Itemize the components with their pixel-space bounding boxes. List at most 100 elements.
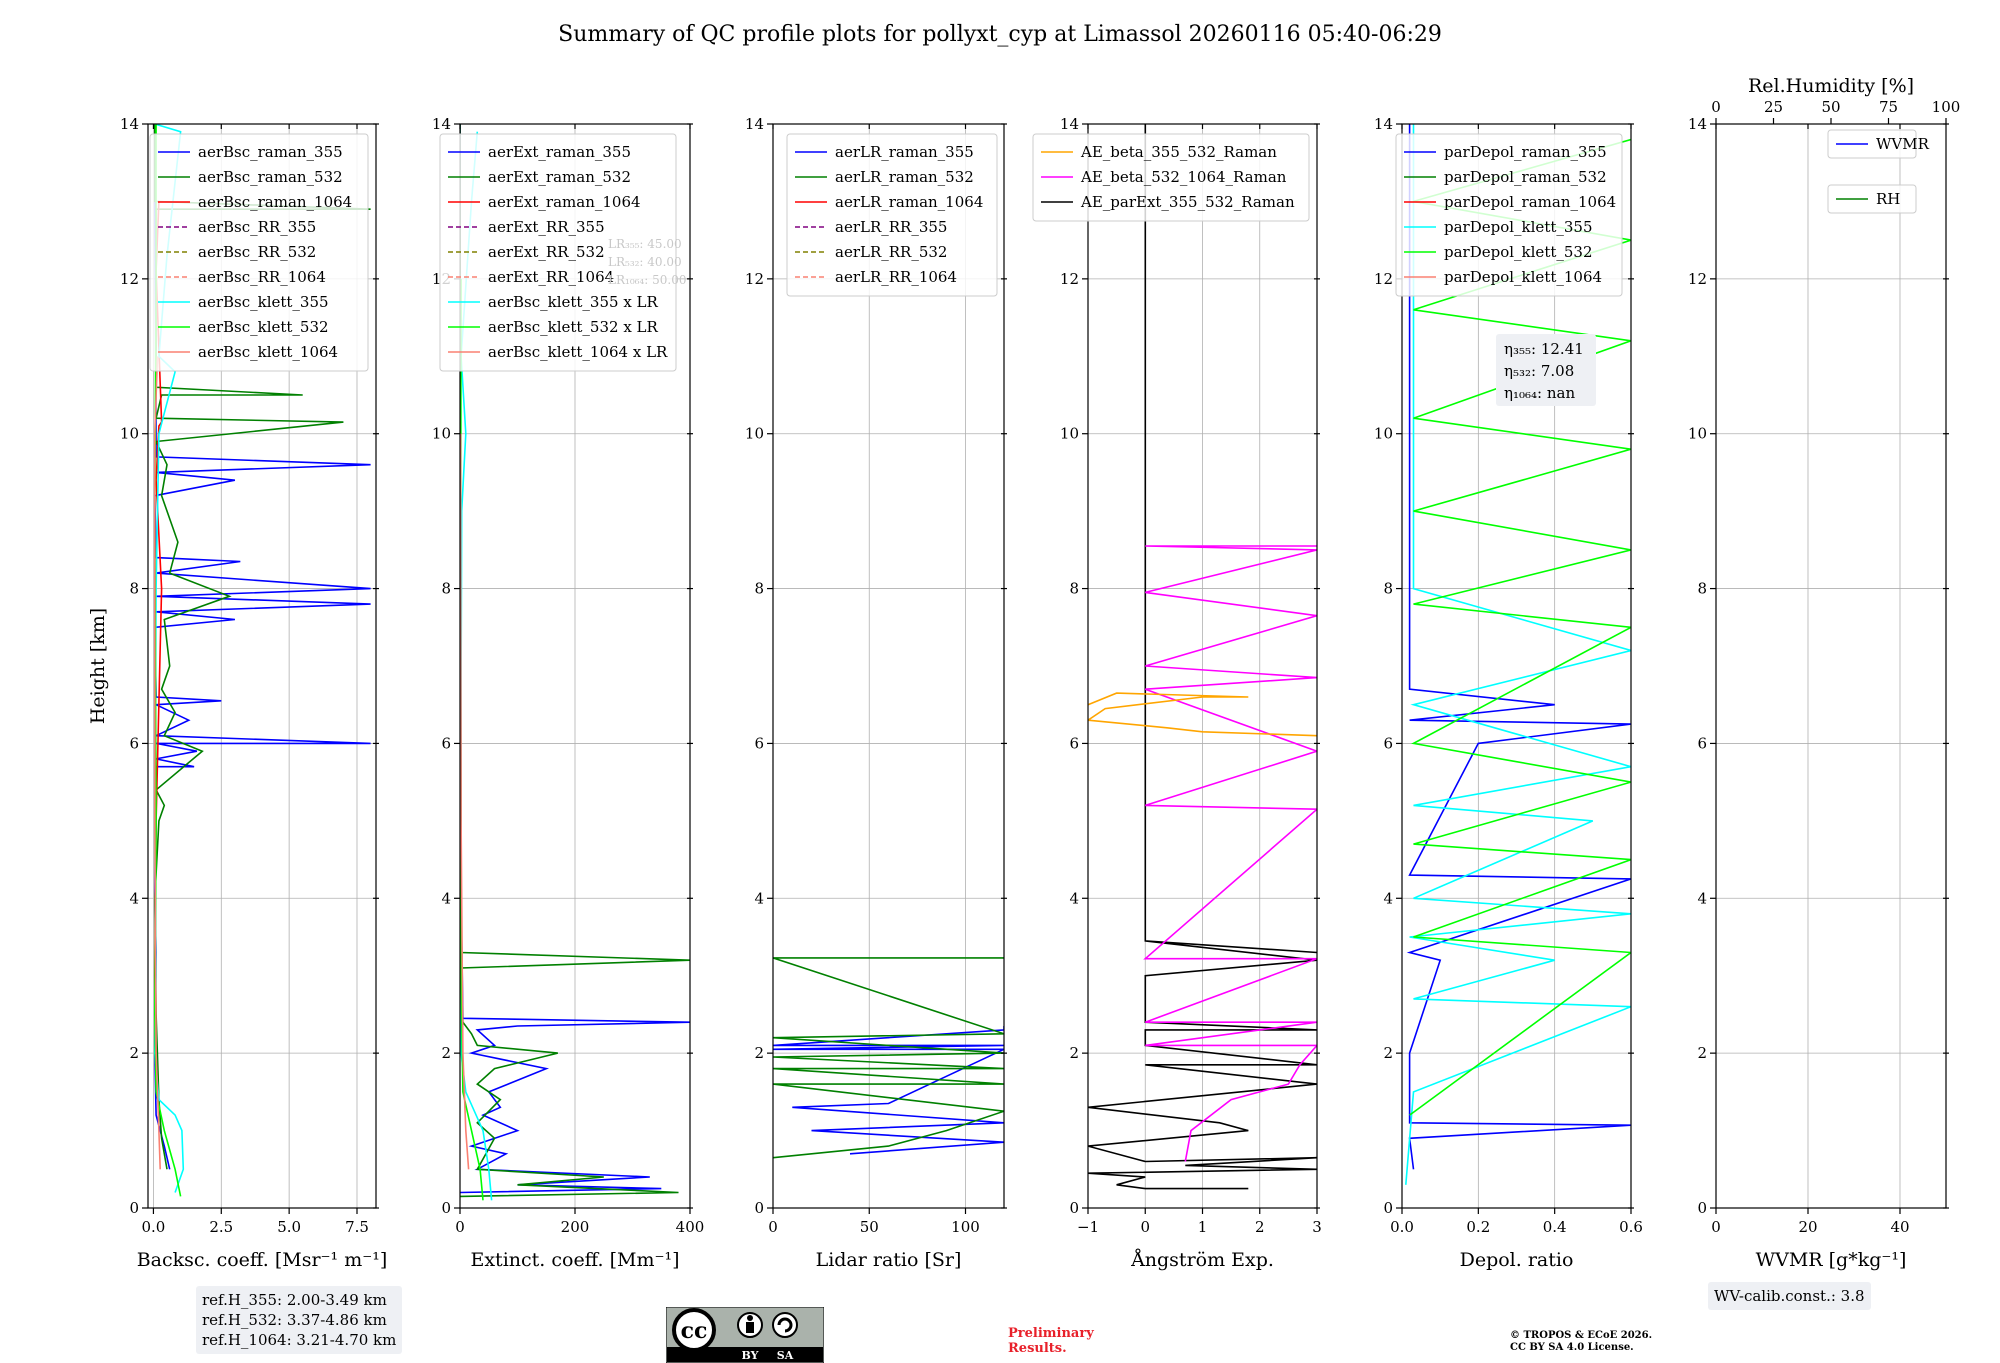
axes-frame [1715, 123, 1947, 1209]
cc-text: cc [681, 1318, 708, 1344]
x-tick-label: 400 [676, 1218, 705, 1236]
legend-frame [1032, 133, 1310, 222]
legend-label: parDepol_klett_1064 [1444, 268, 1602, 286]
y-tick-label: 0 [1069, 1199, 1079, 1217]
refh-1064: ref.H_1064: 3.21-4.70 km [202, 1331, 397, 1349]
series-aerBsc_raman_532 [153, 124, 371, 1170]
preliminary-results-note: Preliminary Results. [1008, 1326, 1094, 1356]
copyright-line-2: CC BY SA 4.0 License. [1510, 1342, 1634, 1353]
legend-label: aerBsc_RR_1064 [198, 268, 326, 286]
series-aerLR_raman_532 [773, 957, 1004, 1159]
y-tick-label: 0 [441, 1199, 451, 1217]
y-tick-label: 2 [441, 1044, 451, 1062]
legend-label: aerBsc_RR_355 [198, 218, 316, 236]
legend-frame [1395, 133, 1623, 297]
legend-label: parDepol_raman_355 [1444, 143, 1607, 161]
legend-depolarization: parDepol_raman_355 parDepol_raman_532 parD… [1395, 133, 1623, 297]
legend-label: aerExt_RR_532 [488, 243, 605, 261]
legend-label: aerBsc_klett_355 [198, 293, 329, 311]
series-AE_beta_355_532_Raman [1088, 692, 1317, 737]
y-tick-label: 8 [1383, 580, 1393, 598]
x-tick-label: 0 [1711, 1218, 1721, 1236]
y-tick-label: 6 [754, 734, 764, 752]
legend-label: WVMR [1876, 135, 1930, 153]
series-aerExt_raman_355 [460, 124, 690, 1194]
lr-annotation: LR₅₃₂: 40.00 [608, 255, 682, 269]
series-parDepol_klett_355 [1405, 124, 1631, 1185]
legend-label: aerExt_raman_1064 [488, 193, 641, 211]
legend-label: parDepol_raman_532 [1444, 168, 1607, 186]
legend-angstrom: AE_beta_355_532_Raman AE_beta_532_1064_Ra… [1032, 133, 1310, 222]
eta-annotation: η₅₃₂: 7.08 [1504, 362, 1574, 380]
x2-tick-label: 50 [1821, 98, 1840, 116]
panel-water-vapor: 0 20 40 0 2 4 6 8 10 12 14 WVMR [g*kg⁻¹] 0 25 50 75 100 R… [1688, 75, 1960, 1271]
y-tick-label: 6 [1383, 734, 1393, 752]
y-tick-label: 10 [1374, 425, 1393, 443]
x-tick-label: 20 [1798, 1218, 1817, 1236]
legend-label: aerBsc_raman_532 [198, 168, 343, 186]
x-axis-label: Extinct. coeff. [Mm⁻¹] [470, 1249, 679, 1271]
y-tick-label: 14 [432, 115, 451, 133]
y-tick-label: 0 [1697, 1199, 1707, 1217]
y-tick-label: 2 [129, 1044, 139, 1062]
panel-backscatter: 0.0 2.5 5.0 7.5 0 2 4 6 8 10 12 14 Backsc. coeff. [M… [87, 115, 387, 1271]
x-tick-label: 0.4 [1543, 1218, 1567, 1236]
y-tick-label: 8 [441, 580, 451, 598]
y-tick-label: 14 [120, 115, 139, 133]
legend-frame [1827, 129, 1917, 159]
axes-frame [772, 123, 1005, 1209]
x-axis-label: Lidar ratio [Sr] [816, 1249, 962, 1271]
y-tick-label: 10 [432, 425, 451, 443]
panel-lidar-ratio: 0 50 100 0 2 4 6 8 10 12 14 Lidar ratio [Sr] aerLR_r… [745, 115, 1007, 1271]
figure-title: Summary of QC profile plots for pollyxt_… [558, 22, 1442, 47]
copyright-note: © TROPOS & ECoE 2026. CC BY SA 4.0 Licen… [1510, 1330, 1652, 1354]
legend-label: aerBsc_RR_532 [198, 243, 316, 261]
y-tick-label: 10 [745, 425, 764, 443]
y-tick-label: 4 [441, 889, 451, 907]
legend-label: aerLR_RR_532 [835, 243, 947, 261]
legend-label: aerLR_raman_355 [835, 143, 974, 161]
legend-label: aerExt_raman_532 [488, 168, 631, 186]
lr-annotation: LR₃₅₅: 45.00 [608, 237, 682, 251]
legend-label: aerBsc_raman_1064 [198, 193, 352, 211]
by-label: BY [742, 1349, 759, 1362]
y-tick-label: 4 [754, 889, 764, 907]
axes-frame [1401, 123, 1632, 1209]
series-aerLR_raman_355 [773, 1026, 1004, 1155]
legend-backscatter: aerBsc_raman_355 aerBsc_raman_532 aerBsc_r… [149, 133, 369, 372]
y-tick-label: 14 [745, 115, 764, 133]
panel-extinction: 020040002468101214Extinct. coeff. [Mm⁻¹]… [432, 115, 704, 1271]
y-tick-label: 14 [1060, 115, 1079, 133]
series-parDepol_raman_355 [1406, 124, 1631, 1170]
copyright-line-1: © TROPOS & ECoE 2026. [1510, 1330, 1653, 1341]
eta-annotation: η₁₀₆₄: nan [1504, 384, 1575, 402]
x-axis-label: Ångström Exp. [1130, 1249, 1274, 1271]
x-tick-label: 0.2 [1466, 1218, 1490, 1236]
x2-tick-label: 0 [1711, 98, 1721, 116]
x-tick-label: 0 [1140, 1218, 1150, 1236]
legend-label: AE_beta_532_1064_Raman [1080, 168, 1287, 186]
refh-532: ref.H_532: 3.37-4.86 km [202, 1311, 387, 1329]
x2-tick-label: 25 [1764, 98, 1783, 116]
series-aerExt_raman_532 [460, 124, 690, 1198]
x-tick-label: 1 [1198, 1218, 1208, 1236]
x-tick-label: 0 [455, 1218, 465, 1236]
legend-label: parDepol_raman_1064 [1444, 193, 1616, 211]
x-tick-label: 5.0 [277, 1218, 301, 1236]
legend-label: parDepol_klett_532 [1444, 243, 1593, 261]
x-tick-label: 0.0 [141, 1218, 165, 1236]
legend-label: aerLR_raman_1064 [835, 193, 983, 211]
y-tick-label: 10 [1688, 425, 1707, 443]
legend-label: RH [1876, 190, 1900, 208]
x-tick-label: 3 [1312, 1218, 1322, 1236]
legend-label: aerExt_RR_355 [488, 218, 605, 236]
x-tick-label: 50 [860, 1218, 879, 1236]
series-AE_beta_532_1064_Raman [1143, 545, 1317, 1162]
y-tick-label: 6 [129, 734, 139, 752]
legend-label: aerLR_RR_355 [835, 218, 947, 236]
sa-label: SA [777, 1349, 794, 1362]
x-tick-label: 100 [951, 1218, 980, 1236]
y-tick-label: 10 [120, 425, 139, 443]
